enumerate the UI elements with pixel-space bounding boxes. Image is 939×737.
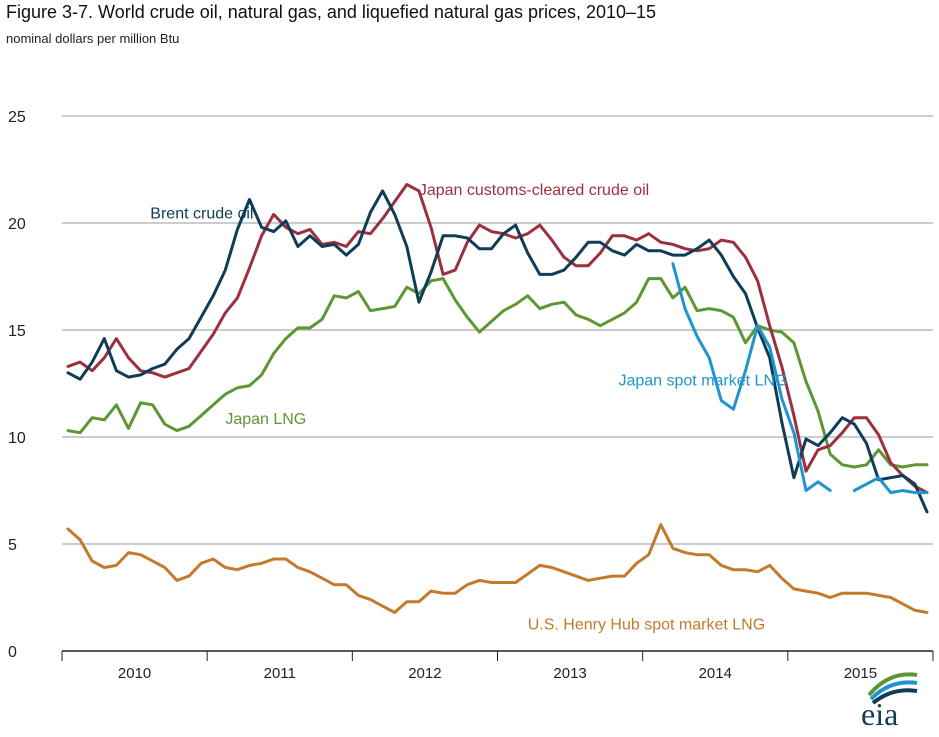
series-line [66, 183, 929, 495]
series-lines [66, 183, 929, 614]
series-labels: Japan LNG Japan customs-cleared crude oil… [150, 182, 787, 633]
series-label: U.S. Henry Hub spot market LNG [528, 617, 765, 634]
x-axis: 2010 2011 2012 2013 2014 2015 [61, 650, 934, 682]
x-tick-label: 2013 [553, 665, 586, 682]
series-line [66, 523, 929, 614]
y-tick-label: 15 [8, 323, 26, 340]
chart-subtitle: nominal dollars per million Btu [6, 31, 180, 46]
x-tick-label: 2011 [264, 665, 296, 682]
y-axis-ticks: 0 5 10 15 20 25 [8, 109, 26, 661]
y-tick-label: 25 [8, 109, 26, 126]
series-label: Japan LNG [225, 411, 306, 428]
y-tick-label: 10 [8, 430, 26, 447]
series-label: Brent crude oil [150, 206, 253, 223]
logo-text: eia [861, 696, 898, 729]
x-tick-label: 2015 [844, 665, 877, 682]
series-label: Japan customs-cleared crude oil [419, 182, 649, 199]
series-label: Japan spot market LNG [618, 373, 787, 390]
series-line [671, 262, 929, 495]
x-tick-label: 2010 [118, 665, 151, 682]
gridlines [62, 115, 933, 545]
y-tick-label: 0 [8, 644, 17, 661]
series-line [66, 189, 929, 514]
eia-logo: eia [861, 672, 918, 729]
series-line [66, 277, 929, 469]
y-tick-label: 5 [8, 537, 17, 554]
x-tick-label: 2012 [408, 665, 441, 682]
chart-title: Figure 3-7. World crude oil, natural gas… [6, 2, 657, 22]
y-tick-label: 20 [8, 216, 26, 233]
logo-swoosh-icon [867, 672, 918, 705]
x-tick-label: 2014 [699, 665, 732, 682]
